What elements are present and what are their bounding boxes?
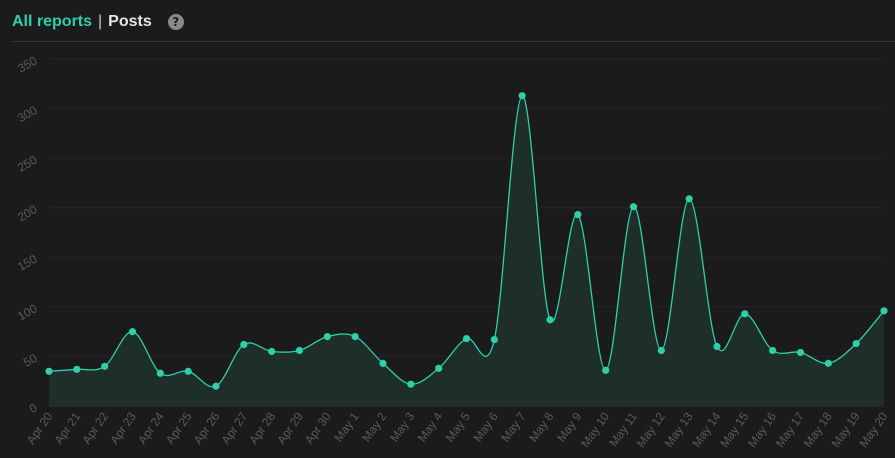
data-point[interactable]	[462, 334, 471, 343]
data-point[interactable]	[852, 339, 860, 348]
y-tick-label: 200	[15, 202, 40, 224]
data-point[interactable]	[351, 333, 359, 341]
x-tick-label: Apr 28	[246, 409, 278, 446]
x-tick-label: Apr 23	[107, 409, 139, 446]
data-point[interactable]	[407, 380, 415, 388]
data-point[interactable]	[769, 346, 777, 355]
data-point[interactable]	[574, 211, 582, 219]
data-point[interactable]	[629, 203, 638, 211]
y-tick-label: 0	[27, 400, 40, 416]
data-point[interactable]	[184, 367, 192, 375]
y-tick-label: 300	[15, 103, 40, 125]
data-point[interactable]	[546, 316, 554, 324]
x-tick-label: May 10	[578, 409, 612, 450]
x-tick-label: Apr 22	[79, 409, 111, 446]
data-point[interactable]	[240, 340, 248, 349]
data-point[interactable]	[212, 382, 220, 390]
x-tick-label: May 6	[471, 409, 501, 444]
data-point[interactable]	[379, 359, 387, 367]
breadcrumb: All reports | Posts ?	[12, 10, 184, 34]
x-tick-label: Apr 21	[52, 409, 84, 446]
data-point[interactable]	[45, 367, 53, 375]
series-area	[49, 95, 884, 407]
data-point[interactable]	[435, 364, 443, 372]
data-point[interactable]	[713, 342, 721, 351]
y-tick-label: 250	[15, 152, 40, 174]
x-tick-label: May 2	[359, 409, 389, 444]
y-tick-label: 350	[15, 53, 40, 75]
x-tick-label: Apr 24	[135, 409, 167, 446]
data-point[interactable]	[323, 333, 331, 341]
x-tick-label: Apr 27	[219, 409, 251, 446]
data-point[interactable]	[268, 347, 276, 356]
x-tick-label: May 4	[415, 409, 445, 444]
x-tick-label: Apr 20	[24, 409, 56, 446]
data-point[interactable]	[101, 362, 109, 370]
x-tick-label: Apr 25	[163, 409, 195, 446]
help-icon[interactable]: ?	[167, 14, 184, 30]
data-point[interactable]	[602, 366, 610, 374]
data-point[interactable]	[156, 369, 164, 377]
data-point[interactable]	[880, 307, 888, 315]
x-tick-label: May 5	[443, 409, 473, 444]
data-point[interactable]	[657, 346, 665, 355]
data-point[interactable]	[73, 365, 81, 373]
y-tick-label: 50	[21, 351, 40, 370]
data-point[interactable]	[295, 346, 304, 355]
x-tick-label: May 1	[331, 409, 361, 444]
data-point[interactable]	[685, 195, 693, 203]
x-tick-label: May 3	[387, 409, 417, 444]
x-tick-label: Apr 30	[302, 409, 334, 446]
data-point[interactable]	[490, 335, 498, 344]
breadcrumb-separator: |	[98, 13, 103, 30]
x-tick-label: May 7	[498, 409, 528, 444]
page-title: Posts	[108, 13, 152, 30]
data-point[interactable]	[741, 310, 749, 318]
x-tick-label: Apr 26	[191, 409, 223, 446]
data-point[interactable]	[518, 92, 526, 100]
x-tick-label: Apr 29	[274, 409, 306, 446]
header-divider	[12, 41, 895, 42]
x-tick-label: May 8	[526, 409, 556, 444]
x-tick-label: May 20	[856, 409, 890, 450]
data-point[interactable]	[128, 328, 137, 336]
y-tick-label: 100	[15, 301, 40, 323]
all-reports-link[interactable]: All reports	[12, 13, 93, 30]
y-tick-label: 150	[15, 252, 40, 274]
data-point[interactable]	[824, 359, 832, 367]
data-point[interactable]	[796, 348, 805, 357]
